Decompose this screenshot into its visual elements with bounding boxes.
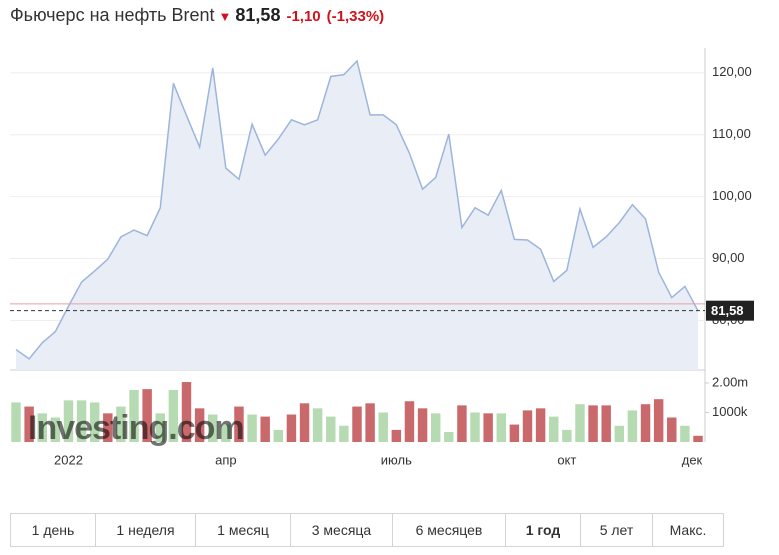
volume-bar xyxy=(221,424,231,442)
range-button[interactable]: 1 неделя xyxy=(96,514,196,546)
volume-bar xyxy=(680,425,690,442)
volume-bar xyxy=(273,429,284,442)
volume-bar xyxy=(129,390,139,442)
volume-bar xyxy=(194,408,205,442)
price: 81,58 xyxy=(235,5,281,25)
x-tick-label: июль xyxy=(381,452,412,467)
volume-bar xyxy=(470,412,480,442)
volume-bar xyxy=(496,413,506,442)
x-tick-label: апр xyxy=(215,452,237,467)
volume-bar xyxy=(562,429,572,442)
volume-bar xyxy=(339,425,349,442)
price-line xyxy=(15,59,699,360)
volume-bar xyxy=(614,425,625,442)
volume-bar xyxy=(601,405,611,442)
volume-bar xyxy=(430,413,441,442)
volume-bar xyxy=(378,412,388,442)
watermark: Investing.com xyxy=(28,409,244,447)
x-tick-label: 2022 xyxy=(54,452,83,467)
volume-bar xyxy=(352,406,362,442)
volume-bar xyxy=(549,416,559,442)
header: Фьючерс на нефть Brent ▼ 81,58 -1,10 (-1,33%… xyxy=(10,5,384,26)
volume-bar xyxy=(575,404,585,442)
last-price-box xyxy=(706,300,754,321)
volume-bar xyxy=(89,402,100,442)
y-tick-label: 90,00 xyxy=(712,250,745,265)
volume-bar xyxy=(37,413,47,442)
volume-bar xyxy=(444,431,454,442)
last-price-label: 81,58 xyxy=(711,303,744,318)
volume-bar xyxy=(509,424,520,442)
volume-bar xyxy=(693,435,703,442)
volume-tick-label: 2.00m xyxy=(712,374,748,389)
volume-bar xyxy=(627,410,638,442)
volume-bar xyxy=(391,429,402,442)
volume-bar xyxy=(286,414,297,442)
volume-bar xyxy=(76,400,87,442)
volume-bar xyxy=(142,389,152,442)
change: -1,10 xyxy=(286,8,321,25)
range-buttons: 1 день 1 неделя 1 месяц 3 месяца 6 месяцев 1 … xyxy=(10,513,724,547)
volume-bar xyxy=(404,401,415,442)
volume-bar xyxy=(234,406,244,442)
range-button[interactable]: Макс. xyxy=(669,522,707,538)
volume-bar xyxy=(365,403,375,442)
volume-bar xyxy=(63,400,74,442)
range-button[interactable]: 1 день xyxy=(11,514,96,546)
chart: 80,0090,00100,00110,00120,001000k2.00m81… xyxy=(10,48,754,467)
volume-bar xyxy=(522,410,533,442)
volume-bar xyxy=(24,406,34,442)
volume-bar xyxy=(247,414,257,442)
y-tick-label: 100,00 xyxy=(712,188,752,203)
range-button[interactable]: 1 год xyxy=(506,514,581,546)
volume-bar xyxy=(588,405,598,442)
range-button[interactable]: 3 месяца xyxy=(291,514,393,546)
volume-bar xyxy=(457,405,467,442)
volume-bar xyxy=(312,408,323,442)
volume-bar xyxy=(155,413,165,442)
range-button[interactable]: 1 месяц xyxy=(196,514,291,546)
down-arrow: ▼ xyxy=(218,9,232,24)
volume-bar xyxy=(326,416,336,442)
y-tick-label: 120,00 xyxy=(712,64,752,79)
volume-bar xyxy=(417,408,428,442)
change-pct: (-1,33%) xyxy=(326,8,385,25)
volume-bar xyxy=(208,414,218,442)
area-fill xyxy=(16,61,698,370)
volume-tick-label: 1000k xyxy=(712,404,748,419)
x-tick-label: окт xyxy=(557,452,576,467)
volume-bar xyxy=(181,382,192,442)
volume-bar xyxy=(260,416,270,442)
title: Фьючерс на нефть Brent xyxy=(10,5,215,25)
volume-bar xyxy=(11,402,21,442)
volume-bar xyxy=(50,417,61,442)
volume-bar xyxy=(483,413,493,442)
volume-bar xyxy=(535,408,546,442)
volume-bar xyxy=(168,390,179,442)
volume-bar xyxy=(299,403,310,442)
volume-bar xyxy=(640,404,651,442)
volume-bar xyxy=(116,406,126,442)
volume-bar xyxy=(103,413,113,442)
range-button[interactable]: 5 лет xyxy=(581,514,653,546)
volume-bar xyxy=(653,399,664,442)
y-tick-label: 110,00 xyxy=(712,126,751,141)
volume-bar xyxy=(667,417,677,442)
x-tick-label: дек xyxy=(682,452,703,467)
range-button[interactable]: 6 месяцев xyxy=(393,514,506,546)
